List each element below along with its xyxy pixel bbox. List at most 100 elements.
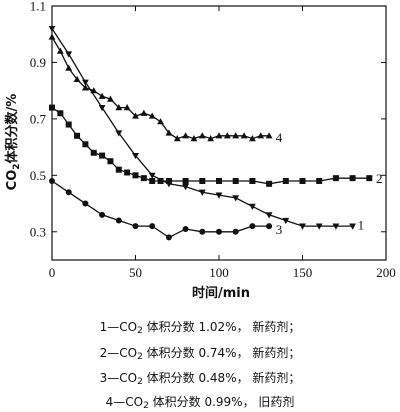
caption-num: 1 (99, 320, 108, 334)
data-point (207, 135, 215, 142)
caption-text: —CO (107, 371, 138, 385)
data-point (265, 212, 273, 219)
caption-num: 3 (99, 371, 108, 385)
data-point (49, 177, 55, 184)
data-point (199, 228, 206, 235)
caption-text: —CO (107, 346, 138, 360)
data-point (65, 64, 73, 71)
data-point (115, 130, 123, 137)
data-point (182, 177, 189, 184)
y-tick-label: 0.7 (30, 111, 47, 126)
data-point (157, 118, 164, 125)
series-2: 2 (49, 104, 383, 187)
data-point (99, 211, 106, 218)
x-tick-label: 200 (376, 265, 396, 280)
series-label: 3 (276, 222, 283, 237)
data-point (349, 175, 356, 182)
data-point (190, 135, 198, 142)
data-point (299, 177, 306, 184)
data-point (149, 223, 156, 230)
data-point (48, 25, 56, 33)
caption-sub: 2 (137, 377, 143, 387)
data-point (173, 135, 181, 142)
series-label: 4 (276, 130, 283, 145)
y-tick-label: 0.3 (30, 224, 46, 239)
caption-line-2: 2—CO2 体积分数 0.74%， 新药剂； (0, 344, 400, 362)
data-point (107, 95, 114, 102)
y-axis-title-pre: CO (5, 170, 20, 191)
data-point (315, 223, 323, 230)
x-tick-label: 0 (49, 265, 56, 280)
data-point (366, 175, 373, 182)
series-line (51, 28, 353, 227)
data-point (266, 180, 273, 187)
data-point (240, 132, 248, 139)
data-point (232, 132, 240, 139)
data-point (198, 132, 206, 139)
data-point (249, 177, 256, 184)
series-label: 2 (376, 171, 383, 186)
data-point (132, 223, 139, 230)
chart-series: 1 2 3 4 (48, 25, 383, 241)
data-point (232, 195, 240, 202)
x-tick-label: 50 (129, 265, 142, 280)
data-point (149, 177, 156, 184)
x-tick-label: 150 (293, 265, 313, 280)
caption-text: —CO (113, 395, 144, 409)
data-point (249, 203, 256, 210)
x-axis-title: 时间/min (192, 285, 250, 300)
data-point (56, 47, 64, 54)
data-point (115, 104, 123, 111)
data-point (265, 132, 273, 139)
data-point (98, 105, 106, 112)
data-point (82, 141, 89, 148)
data-point (148, 172, 156, 179)
data-point (232, 228, 239, 235)
caption-line-3: 3—CO2 体积分数 0.48%， 新药剂； (0, 369, 400, 387)
data-point (107, 158, 114, 165)
caption-num: 2 (99, 346, 108, 360)
data-point (299, 223, 306, 230)
y-tick-label: 1.1 (30, 0, 46, 14)
data-point (140, 175, 147, 182)
data-point (266, 223, 273, 230)
caption-text: 体积分数 1.02%， 新药剂； (142, 320, 301, 334)
y-axis-title-post: 体积分数/% (4, 94, 20, 164)
series-label: 1 (358, 218, 365, 233)
data-point (73, 75, 81, 82)
data-point (216, 228, 222, 235)
data-point (215, 132, 223, 139)
data-point (82, 200, 89, 207)
data-point (316, 177, 323, 184)
data-point (115, 217, 122, 224)
data-point (282, 217, 290, 225)
data-point (65, 51, 73, 58)
series-line (51, 107, 370, 185)
data-point (124, 169, 131, 176)
y-tick-label: 0.9 (30, 55, 46, 70)
data-point (74, 132, 81, 139)
data-point (249, 135, 256, 142)
data-point (90, 149, 97, 156)
series-1: 1 (48, 25, 365, 233)
data-point (257, 132, 265, 139)
data-point (115, 166, 122, 173)
data-point (99, 152, 106, 159)
y-axis-title: CO2体积分数/% (4, 94, 22, 191)
data-point (349, 223, 356, 230)
data-point (165, 234, 172, 241)
data-point (82, 79, 89, 86)
data-point (132, 152, 139, 160)
y-axis-title-sub: 2 (12, 163, 22, 169)
caption-sub: 2 (137, 326, 143, 336)
data-point (65, 121, 72, 128)
data-point (157, 177, 164, 184)
caption-line-1: 1—CO2 体积分数 1.02%， 新药剂； (0, 318, 400, 336)
caption-sub: 2 (137, 352, 143, 362)
data-point (82, 84, 89, 91)
data-point (140, 109, 148, 116)
caption-sub: 2 (143, 401, 149, 411)
data-point (98, 92, 106, 99)
data-point (57, 110, 64, 117)
